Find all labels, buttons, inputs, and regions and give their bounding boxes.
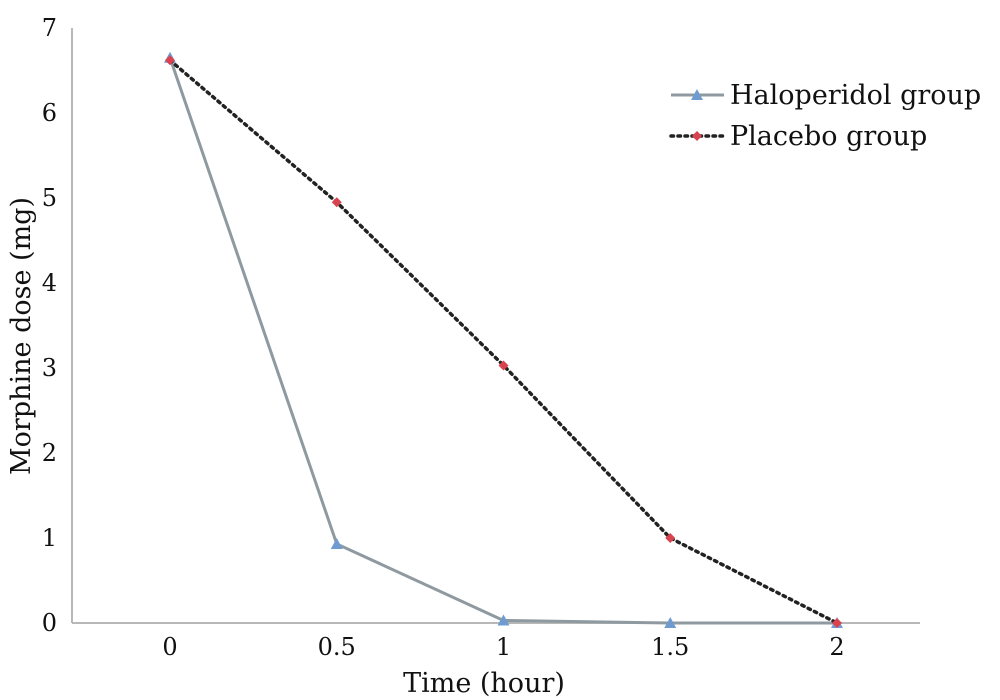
- data-point-diamond: [832, 618, 842, 628]
- data-point-diamond: [331, 197, 342, 208]
- y-tick-labels: 0 1 2 3 4 5 6 7: [42, 14, 57, 637]
- legend-label-haloperidol: Haloperidol group: [730, 80, 981, 111]
- legend-label-placebo: Placebo group: [730, 121, 927, 152]
- legend-diamond-marker-icon: [692, 131, 702, 141]
- data-point-diamond: [665, 533, 676, 543]
- legend-triangle-marker-icon: [691, 89, 703, 100]
- x-tick-label: 0.5: [318, 633, 356, 661]
- axes: [71, 28, 920, 624]
- y-tick-label: 0: [42, 609, 57, 637]
- legend-item-haloperidol: Haloperidol group: [671, 80, 981, 111]
- y-tick-label: 7: [42, 14, 57, 42]
- x-tick-label: 0: [162, 633, 177, 661]
- series-layer: [164, 51, 843, 628]
- data-point-diamond: [165, 55, 175, 66]
- y-tick-label: 1: [42, 524, 57, 552]
- data-point-triangle: [664, 617, 677, 628]
- x-tick-label: 1.5: [651, 633, 689, 661]
- y-tick-label: 4: [42, 269, 57, 297]
- series-placebo: [165, 55, 842, 628]
- data-point-diamond: [498, 360, 509, 371]
- x-tick-labels: 0 0.5 1 1.5 2: [162, 633, 844, 661]
- x-tick-label: 2: [829, 633, 844, 661]
- y-axis-title: Morphine dose (mg): [6, 197, 37, 475]
- y-tick-label: 6: [42, 99, 57, 127]
- legend-item-placebo: Placebo group: [669, 121, 927, 152]
- y-tick-label: 2: [42, 439, 57, 467]
- data-point-triangle: [330, 537, 343, 549]
- data-point-triangle: [497, 614, 510, 626]
- y-tick-label: 5: [42, 184, 57, 212]
- legend: Haloperidol group Placebo group: [669, 80, 981, 152]
- series-line: [168, 58, 839, 625]
- y-tick-label: 3: [42, 354, 57, 382]
- x-axis-title: Time (hour): [403, 668, 565, 699]
- x-tick-label: 1: [496, 633, 511, 661]
